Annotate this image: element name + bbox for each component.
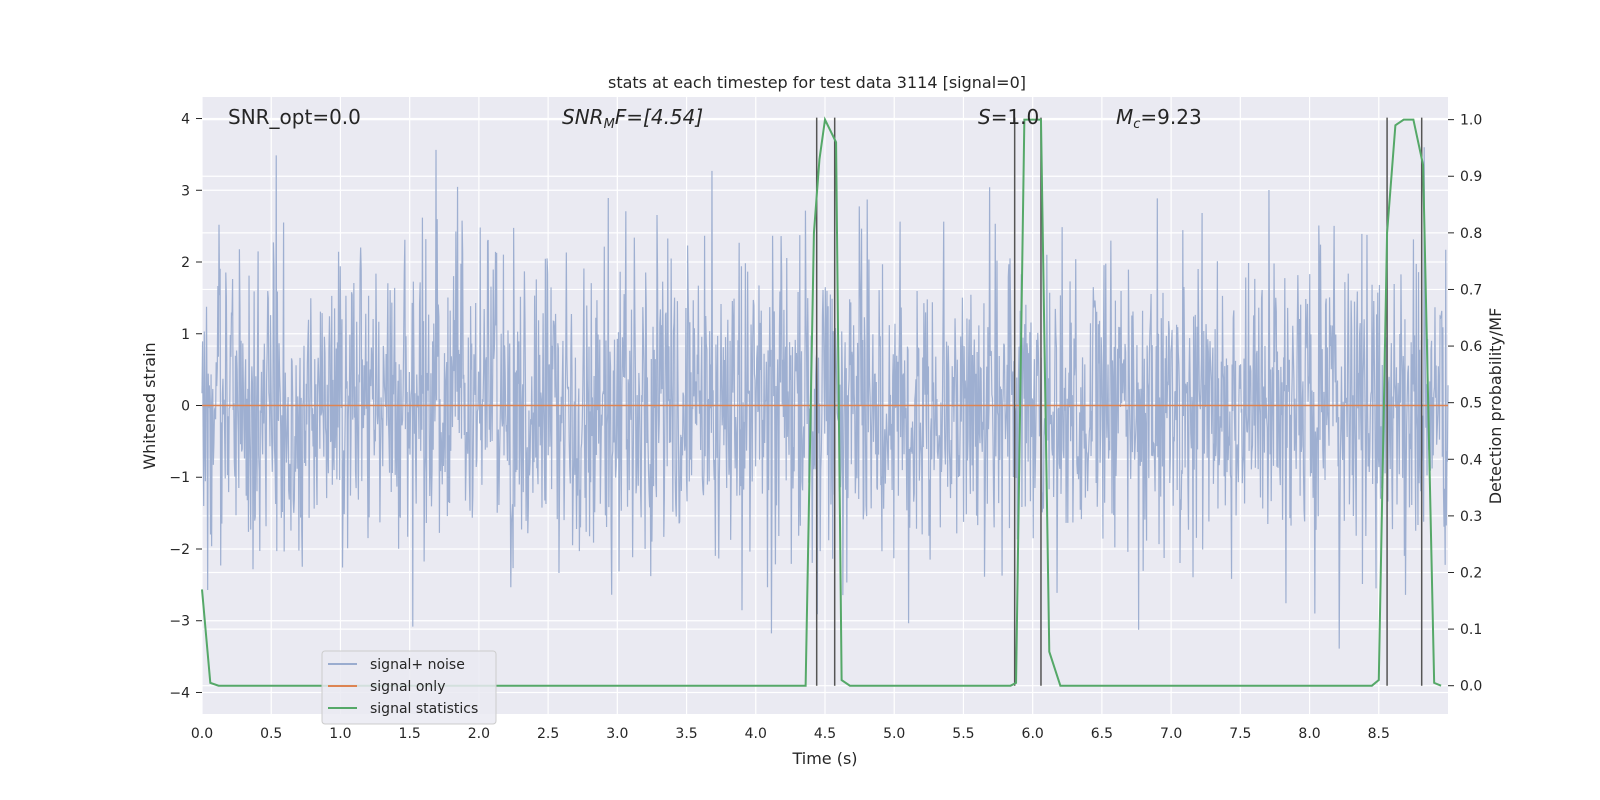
x-tick-label: 0.5: [260, 726, 282, 742]
y-tick-label: 1: [181, 327, 190, 343]
legend-label-signal-only: signal only: [370, 679, 445, 695]
x-tick-label: 5.0: [883, 726, 905, 742]
x-tick-label: 8.0: [1298, 726, 1320, 742]
y-tick-label: −2: [169, 542, 190, 558]
y-tick-label: 4: [181, 112, 190, 128]
legend-label-signal-noise: signal+ noise: [370, 657, 465, 673]
x-tick-label: 2.5: [537, 726, 559, 742]
legend-box: [321, 650, 497, 725]
y-tick-label: 0: [181, 399, 190, 415]
y-right-tick-label: 0.6: [1460, 339, 1482, 355]
chart-title: stats at each timestep for test data 311…: [608, 73, 1026, 92]
mc-annotation: Mc=9.23: [1116, 105, 1202, 132]
y-right-tick-label: 0.0: [1460, 679, 1482, 695]
legend: signal+ noise signal only signal statist…: [321, 650, 497, 725]
x-tick-label: 8.5: [1368, 726, 1390, 742]
signal-noise-series: [201, 147, 1449, 649]
x-tick-label: 2.0: [468, 726, 490, 742]
y-right-axis-label: Detection probability/MF: [1486, 308, 1505, 505]
x-tick-label: 3.5: [675, 726, 697, 742]
y-right-tick-label: 0.9: [1460, 169, 1482, 185]
snr-mf-annotation: SNRMF=[4.54]: [562, 105, 703, 132]
noise-trace: [201, 147, 1449, 649]
x-tick-label: 0.0: [191, 726, 213, 742]
y-tick-label: −1: [169, 470, 190, 486]
x-axis-ticks: 0.0 0.5 1.0 1.5 2.0 2.5 3.0 3.5 4.0 4.5 5.0 5.5 6.0 6…: [191, 726, 1390, 742]
y-right-tick-label: 0.3: [1460, 509, 1482, 525]
y-right-tick-label: 0.5: [1460, 396, 1482, 412]
snr-mf-label: SNR: [562, 105, 604, 129]
x-axis-label: Time (s): [791, 749, 857, 768]
y-axis-ticks: 4 3 2 1 0 −1 −2 −3 −4: [169, 112, 202, 701]
s-value: =1.0: [991, 105, 1040, 129]
y-right-tick-label: 0.1: [1460, 622, 1482, 638]
x-tick-label: 3.0: [606, 726, 628, 742]
snr-mf-subscript: M: [604, 117, 615, 132]
y-tick-label: 2: [181, 255, 190, 271]
signal-statistics-line: [201, 116, 1442, 687]
x-tick-label: 5.5: [952, 726, 974, 742]
x-tick-label: 7.5: [1229, 726, 1251, 742]
y-right-tick-label: 1.0: [1460, 113, 1482, 129]
y-right-tick-label: 0.7: [1460, 282, 1482, 298]
s-annotation: S=1.0: [978, 105, 1039, 129]
x-tick-label: 4.5: [814, 726, 836, 742]
x-tick-label: 4.0: [745, 726, 767, 742]
y-right-tick-label: 0.4: [1460, 452, 1482, 468]
s-label: S: [978, 105, 991, 129]
y-tick-label: 3: [181, 183, 190, 199]
y-tick-label: −3: [169, 614, 190, 630]
snr-mf-rest: F=[4.54]: [615, 105, 703, 129]
x-tick-label: 7.0: [1160, 726, 1182, 742]
y-right-tick-label: 0.2: [1460, 565, 1482, 581]
y-right-tick-label: 0.8: [1460, 226, 1482, 242]
x-tick-label: 1.5: [399, 726, 421, 742]
x-tick-label: 6.0: [1022, 726, 1044, 742]
y-right-axis-ticks: 1.0 0.9 0.8 0.7 0.6 0.5 0.4 0.3 0.2 0.1 0.0: [1448, 113, 1482, 695]
x-tick-label: 1.0: [329, 726, 351, 742]
y-tick-label: −4: [169, 685, 190, 701]
vertical-markers: [815, 117, 1423, 686]
x-tick-label: 6.5: [1091, 726, 1113, 742]
y-axis-label: Whitened strain: [140, 342, 159, 469]
mc-subscript: c: [1133, 117, 1140, 132]
snr-opt-annotation: SNR_opt=0.0: [228, 105, 361, 129]
mc-value: =9.23: [1140, 105, 1201, 129]
legend-label-signal-statistics: signal statistics: [370, 701, 478, 717]
mc-label: M: [1116, 105, 1133, 129]
